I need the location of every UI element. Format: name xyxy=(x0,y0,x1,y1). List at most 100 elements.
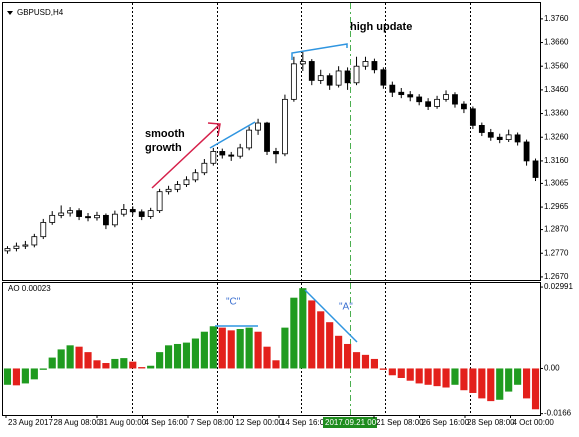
candle-body xyxy=(4,248,11,252)
ao-bar xyxy=(164,345,173,369)
candle-body xyxy=(487,132,494,138)
candle-body xyxy=(416,96,423,103)
y-tick-label: 1.3160 xyxy=(544,156,569,165)
candle-body xyxy=(532,160,539,178)
candle-body xyxy=(210,151,217,164)
candle-body xyxy=(85,216,91,219)
ao-bar xyxy=(469,368,477,393)
annotation: "C" xyxy=(226,297,241,308)
candle-body xyxy=(67,210,74,214)
ao-bar xyxy=(514,368,522,385)
candle-body xyxy=(505,134,512,141)
cursor-label: 2017.09.21 00:00 xyxy=(325,418,388,427)
ao-bar xyxy=(173,343,182,369)
y-tick-label: 1.2965 xyxy=(544,202,569,211)
x-tick-label: 4 Sep 16:00 xyxy=(145,418,189,427)
ao-bar xyxy=(335,335,343,369)
candle-body xyxy=(246,129,253,149)
y-tick-label: 1.3560 xyxy=(544,61,569,70)
candle-body xyxy=(523,141,530,162)
ao-bar xyxy=(245,327,253,369)
candle-body xyxy=(228,154,235,157)
ao-bar xyxy=(236,328,244,369)
candle-body xyxy=(58,212,65,216)
y-tick-label: -0.0166 xyxy=(544,409,572,418)
y-tick-label: 0.02991 xyxy=(544,282,573,291)
x-tick-label: 4 Oct 00:00 xyxy=(513,418,555,427)
ao-bar xyxy=(191,338,200,369)
annotation: high update xyxy=(350,21,412,33)
ao-bar xyxy=(317,311,325,369)
candle-body xyxy=(317,75,324,81)
candle-body xyxy=(273,151,279,155)
x-tick-label: 26 Sep 16:00 xyxy=(422,418,470,427)
candle-body xyxy=(496,136,503,141)
ao-bar xyxy=(505,368,513,392)
candle-body xyxy=(335,70,342,86)
x-tick-label: 28 Aug 08:00 xyxy=(54,418,102,427)
growth-arrow xyxy=(151,122,221,189)
ao-bar xyxy=(388,368,396,376)
trend-lines xyxy=(209,43,358,343)
candle-body xyxy=(103,214,109,226)
candle-body xyxy=(407,94,414,98)
candle-body xyxy=(138,211,145,217)
ao-bar xyxy=(200,331,208,369)
ao-bar xyxy=(12,368,21,386)
candle-body xyxy=(362,61,369,67)
ao-bar xyxy=(111,358,119,369)
annotation: "A" xyxy=(339,302,353,313)
ao-bar xyxy=(57,349,65,369)
candle-body xyxy=(389,84,396,93)
candle-body xyxy=(94,214,100,219)
ao-bar xyxy=(209,326,217,369)
candle-body xyxy=(31,236,38,246)
x-tick-label: 28 Sep 08:00 xyxy=(467,418,515,427)
y-tick-label: 1.3360 xyxy=(544,109,569,118)
y-tick-label: 1.2770 xyxy=(544,248,569,257)
candle-body xyxy=(49,214,56,223)
candle-body xyxy=(183,179,190,185)
y-tick-label: 1.3065 xyxy=(544,179,569,188)
y-tick-label: 1.3760 xyxy=(544,14,569,23)
ao-bar xyxy=(129,361,137,369)
x-tick-label: 14 Sep 16:00 xyxy=(281,418,329,427)
marks xyxy=(3,52,540,410)
candle-body xyxy=(469,108,476,126)
candle-body xyxy=(380,69,387,86)
ao-bar xyxy=(424,368,432,385)
ao-bar xyxy=(531,368,540,410)
x-tick-label: 23 Aug 2017 xyxy=(8,418,53,427)
ao-bar xyxy=(263,346,271,369)
candle-body xyxy=(308,61,315,81)
ao-bar xyxy=(21,368,29,384)
candle-body xyxy=(237,147,244,157)
candle-body xyxy=(156,191,163,212)
candle-body xyxy=(326,75,333,86)
candle-body xyxy=(40,222,47,238)
ao-bar xyxy=(290,297,298,369)
candle-body xyxy=(219,151,226,156)
y-tick-label: 1.2870 xyxy=(544,225,569,234)
candle-body xyxy=(13,245,20,249)
ao-bar xyxy=(84,352,92,369)
ao-bar xyxy=(397,368,405,378)
candle-body xyxy=(264,122,270,152)
candle-body xyxy=(434,98,440,107)
ao-bar xyxy=(343,343,352,369)
x-tick-label: 31 Aug 00:00 xyxy=(99,418,147,427)
ao-bar xyxy=(66,345,74,369)
annotation: growth xyxy=(145,142,182,154)
ao-bar xyxy=(361,354,370,369)
ao-bar xyxy=(433,368,441,387)
candle-body xyxy=(299,61,306,65)
ao-bar xyxy=(147,365,155,369)
candle-body xyxy=(22,244,29,247)
candle-body xyxy=(147,210,154,217)
ao-bar xyxy=(415,368,423,384)
ao-bar xyxy=(370,358,379,369)
candle-body xyxy=(443,94,449,100)
candle-body xyxy=(282,98,288,155)
x-tick-label: 21 Sep 08:00 xyxy=(376,418,424,427)
